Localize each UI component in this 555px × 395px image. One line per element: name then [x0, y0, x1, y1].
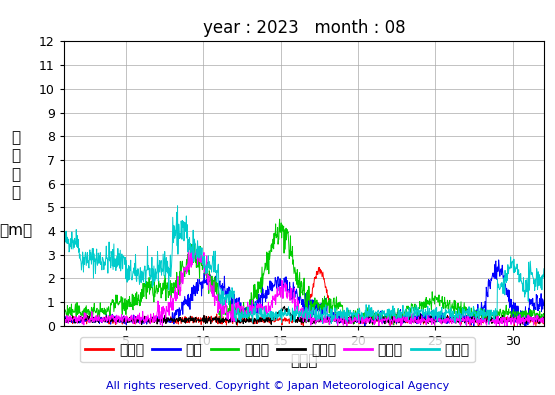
- Title: year : 2023   month : 08: year : 2023 month : 08: [203, 19, 405, 37]
- Text: 有
義
波
高

（m）: 有 義 波 高 （m）: [0, 130, 32, 238]
- Legend: 上ノ国, 唐桑, 石廀崎, 経ヶ尬, 生月島, 屋久島: 上ノ国, 唐桑, 石廀崎, 経ヶ尬, 生月島, 屋久島: [80, 337, 475, 362]
- X-axis label: （日）: （日）: [290, 354, 317, 369]
- Text: All rights reserved. Copyright © Japan Meteorological Agency: All rights reserved. Copyright © Japan M…: [106, 381, 449, 391]
